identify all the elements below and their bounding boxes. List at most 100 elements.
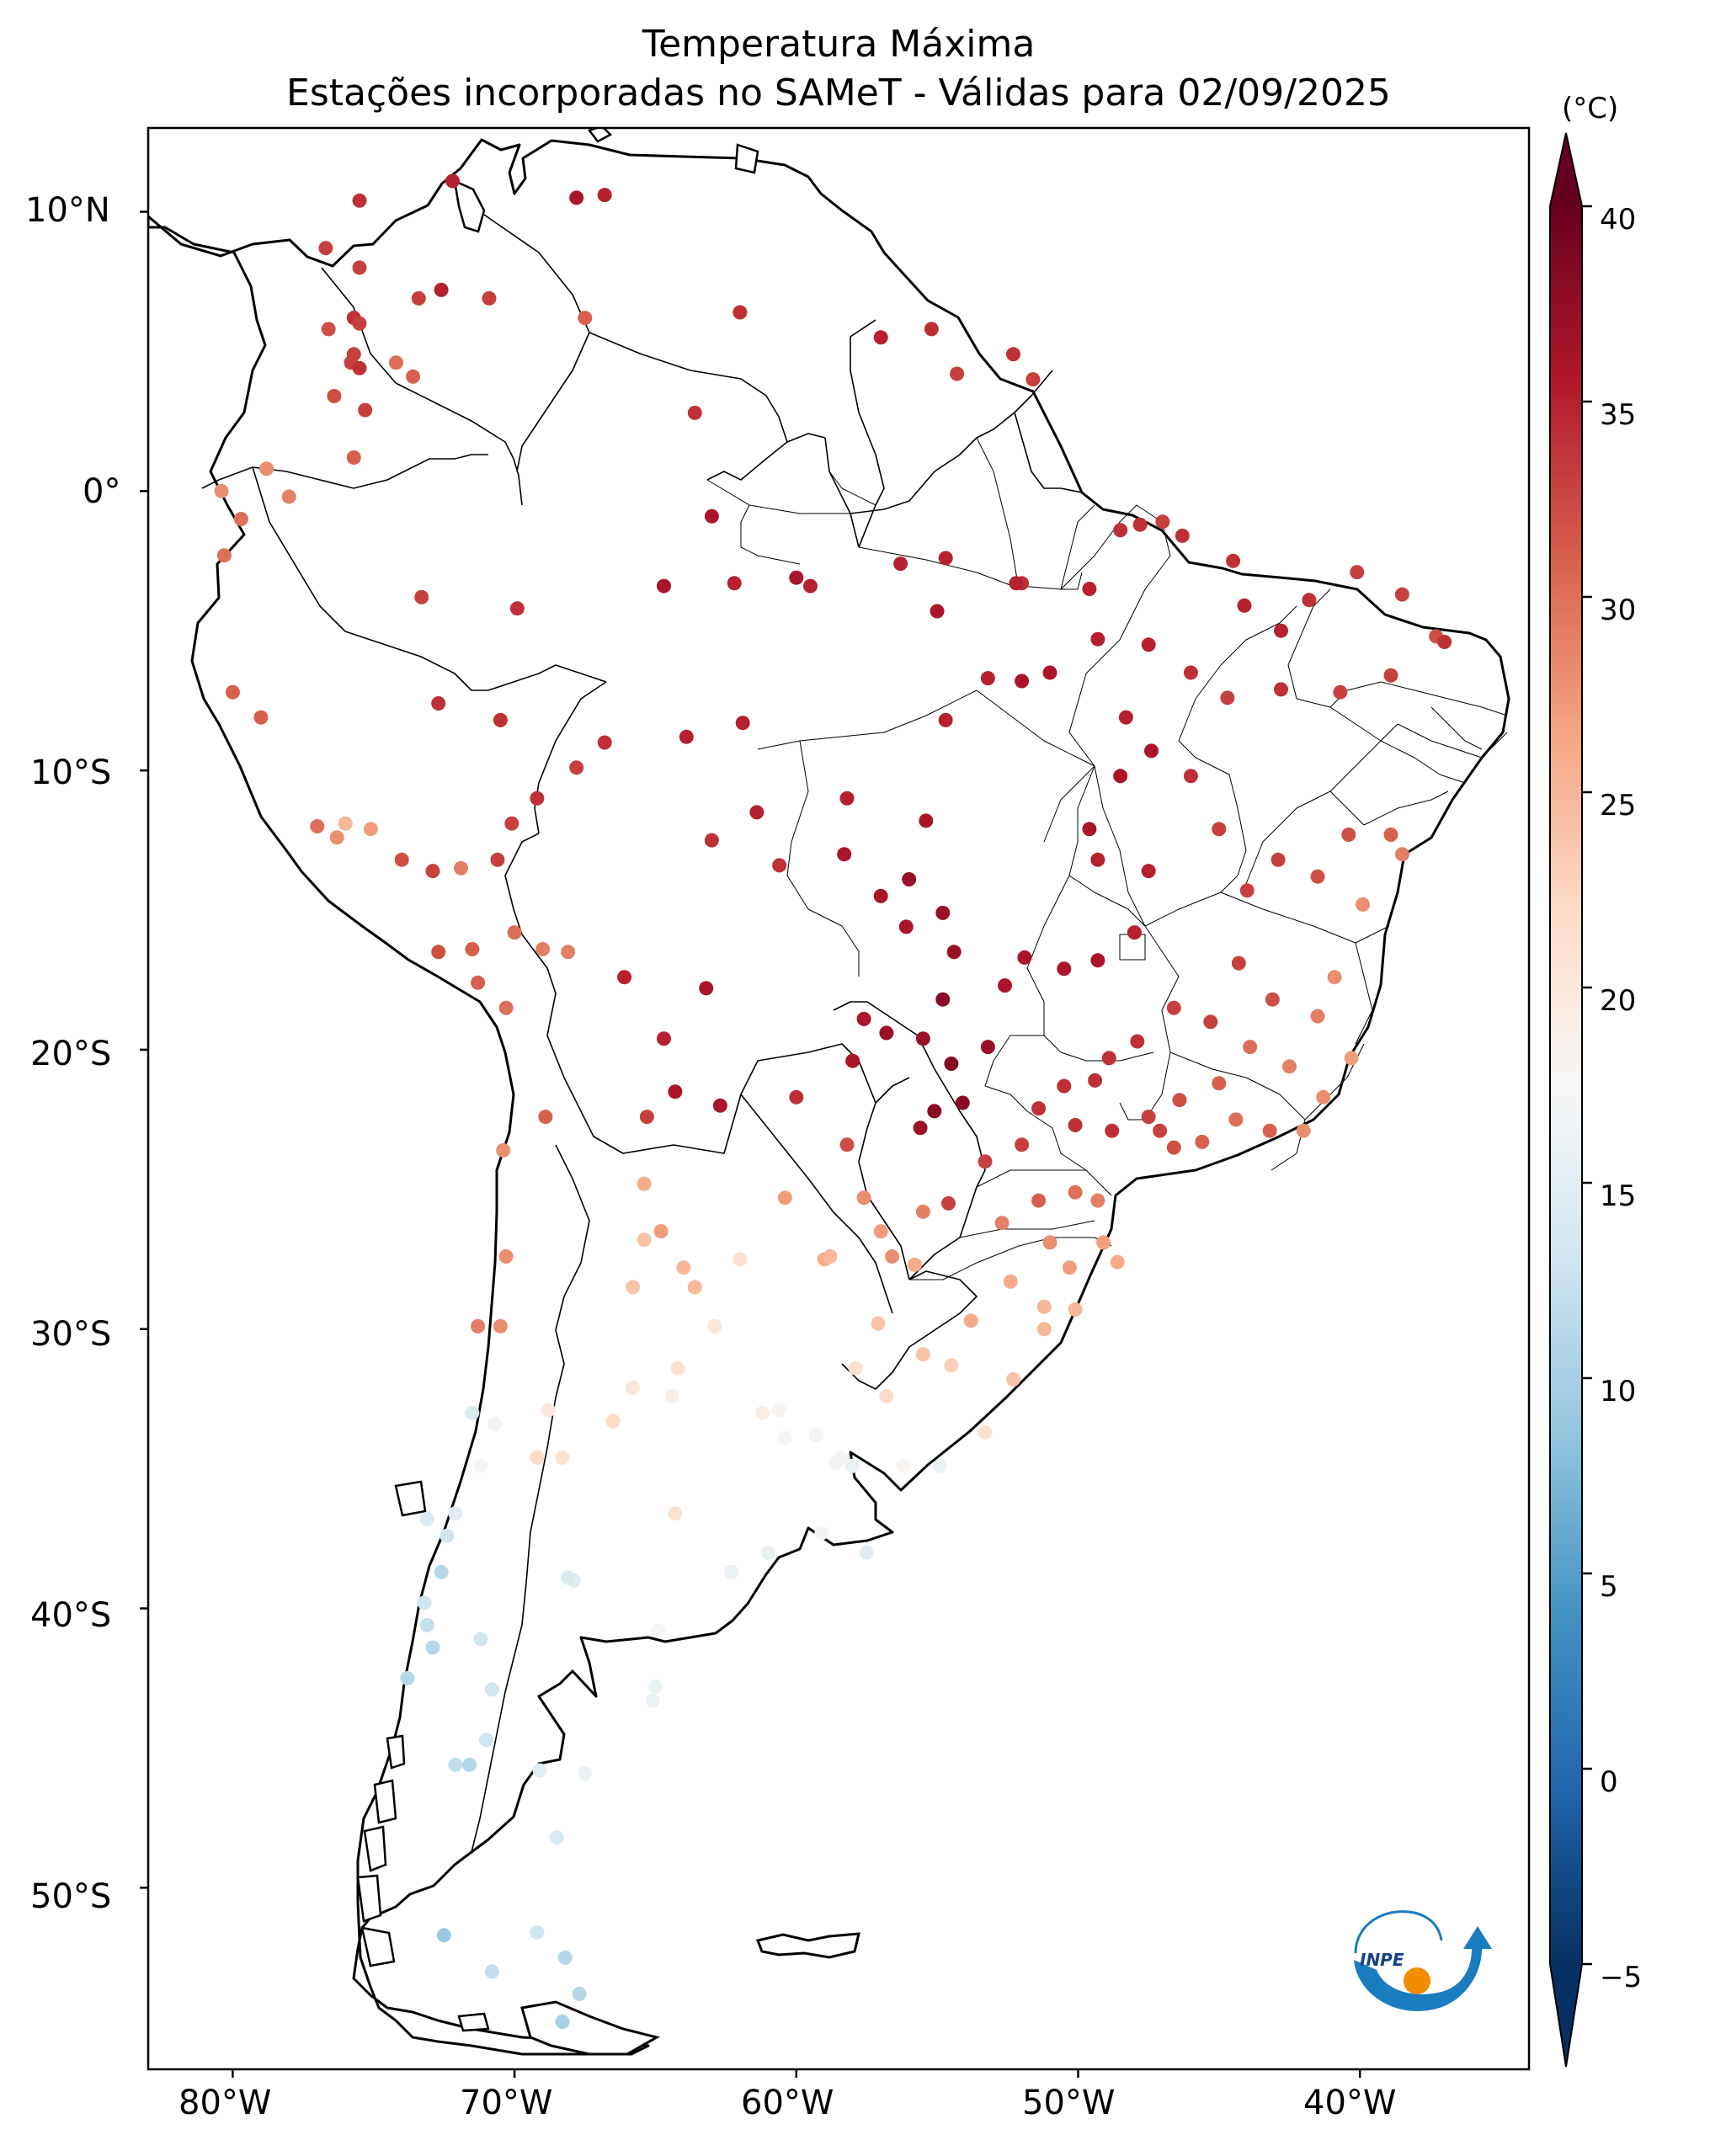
station-marker [808, 1428, 823, 1443]
station-marker [310, 819, 325, 833]
station-marker [944, 1358, 959, 1373]
station-marker [704, 833, 719, 848]
station-marker [389, 355, 403, 370]
map-frame [146, 126, 1531, 2071]
falklands-coastline [755, 1932, 860, 1959]
station-marker [597, 188, 612, 203]
station-marker [915, 1031, 930, 1046]
station-marker [321, 322, 336, 337]
station-marker [1082, 822, 1097, 837]
station-marker [1262, 1123, 1277, 1138]
station-marker [978, 1425, 993, 1440]
lat-label-10n: 10°N [25, 191, 110, 230]
station-marker [639, 1110, 654, 1125]
station-marker [839, 1137, 855, 1153]
station-marker [1172, 1093, 1187, 1108]
station-marker [454, 860, 468, 876]
axis-ticks [140, 210, 1361, 2078]
station-marker [1350, 565, 1365, 580]
station-marker [561, 945, 576, 960]
station-marker [637, 1232, 652, 1248]
station-marker [487, 1417, 503, 1431]
station-marker [555, 1450, 570, 1465]
station-marker [1437, 635, 1452, 649]
station-marker [1088, 1073, 1103, 1088]
station-marker [1113, 523, 1128, 538]
station-marker [856, 1190, 871, 1206]
station-marker [980, 671, 995, 686]
station-marker [637, 1176, 652, 1191]
station-marker [1333, 684, 1348, 700]
station-marker [814, 1525, 829, 1541]
station-marker [439, 1528, 455, 1543]
station-marker [352, 193, 367, 208]
station-marker [760, 1545, 775, 1560]
station-marker [772, 1403, 787, 1418]
station-marker [557, 1950, 573, 1965]
colorbar-ticks [1582, 205, 1592, 1966]
station-marker [856, 1011, 871, 1026]
colorbar-gradient [1550, 206, 1582, 1964]
logo-orange-dot-icon [1404, 1967, 1430, 1994]
lon-label-70w: 70°W [460, 2084, 553, 2122]
station-marker [676, 1260, 691, 1275]
station-marker [462, 1757, 477, 1772]
station-marker [1296, 1123, 1311, 1138]
station-marker [1101, 1051, 1116, 1066]
station-marker [216, 548, 232, 563]
colorbar-extend-max [1549, 133, 1583, 206]
lat-label-40s: 40°S [30, 1596, 112, 1635]
station-marker [561, 1570, 576, 1585]
station-marker [1302, 593, 1317, 608]
station-marker [994, 1216, 1009, 1231]
station-marker [873, 330, 888, 345]
station-marker [789, 1089, 804, 1105]
lon-label-60w: 60°W [741, 2084, 834, 2122]
station-marker [687, 1280, 702, 1295]
station-marker [727, 576, 742, 591]
station-marker [915, 1347, 930, 1362]
station-marker [1090, 953, 1105, 968]
station-marker [924, 322, 939, 337]
station-marker [879, 1388, 894, 1403]
station-marker [803, 578, 818, 594]
station-marker [907, 1257, 922, 1272]
station-marker [532, 1763, 547, 1778]
station-marker [668, 1084, 683, 1099]
station-marker [1175, 528, 1190, 543]
station-marker [668, 1506, 683, 1521]
station-marker [1344, 1051, 1359, 1066]
station-marker [498, 1249, 514, 1264]
station-marker [482, 290, 497, 306]
station-marker [998, 978, 1012, 993]
logo-orbit-arc [1354, 1910, 1443, 1954]
maracaibo-lake [453, 178, 486, 233]
station-marker [1015, 673, 1030, 689]
lat-label-10s: 10°S [30, 753, 112, 792]
station-marker [885, 1249, 900, 1264]
station-marker [1394, 587, 1409, 602]
station-marker [507, 925, 522, 940]
station-marker [414, 589, 429, 604]
station-marker [1006, 347, 1020, 362]
station-marker [902, 872, 917, 886]
colorbar-tick-20: 20 [1600, 984, 1637, 1018]
station-marker [535, 942, 551, 956]
station-marker [1141, 1110, 1156, 1125]
station-marker [1155, 514, 1170, 530]
station-marker [1127, 925, 1142, 940]
station-markers [214, 173, 1452, 2030]
colorbar-tick-10: 10 [1600, 1375, 1637, 1408]
station-marker [1310, 1009, 1325, 1024]
station-marker [1394, 847, 1409, 862]
station-marker [873, 1224, 888, 1239]
station-marker [394, 852, 409, 867]
station-marker [1031, 1101, 1047, 1116]
station-marker [1341, 828, 1356, 842]
station-marker [465, 1405, 480, 1420]
station-marker [828, 1456, 844, 1471]
station-marker [569, 190, 584, 205]
station-marker [839, 791, 855, 806]
colorbar-tick-25: 25 [1600, 789, 1637, 822]
station-marker [1220, 690, 1235, 705]
